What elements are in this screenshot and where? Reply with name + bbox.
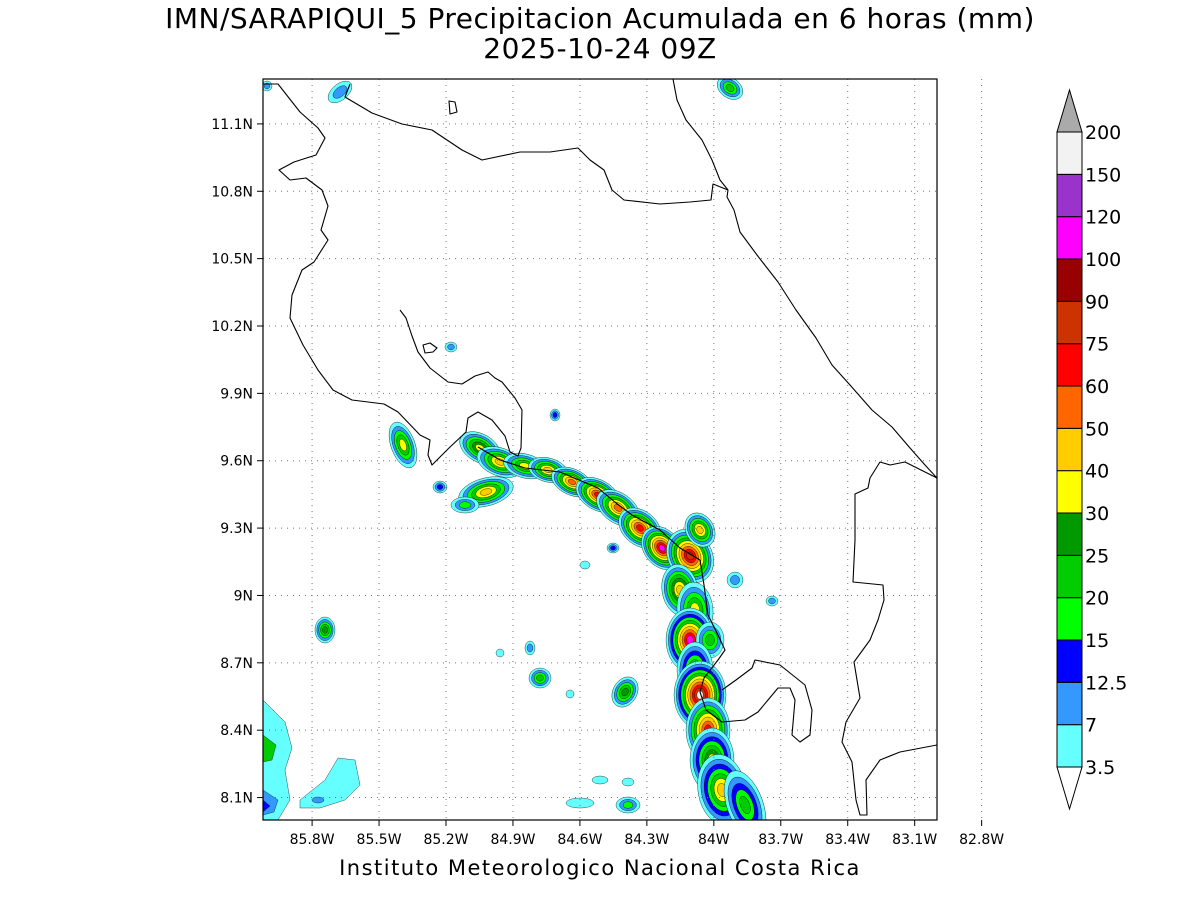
lat-tick-label: 11.1N (211, 117, 253, 133)
rain-cell (458, 476, 514, 508)
rain-cell (432, 480, 448, 494)
map-timestamp: 2025-10-24 09Z (483, 32, 717, 65)
lon-tick-label: 82.8W (959, 832, 1004, 848)
colorbar-swatch (1056, 512, 1083, 556)
colorbar-swatch (1056, 385, 1083, 429)
colorbar-label: 50 (1085, 418, 1109, 440)
colorbar-swatch (1056, 258, 1083, 302)
lon-tick-label: 84.9W (490, 832, 535, 848)
rain-cell (726, 571, 744, 589)
colorbar-label: 120 (1085, 207, 1121, 229)
lon-tick-label: 85.8W (290, 832, 335, 848)
lat-tick-label: 8.7N (220, 656, 253, 672)
rain-band-cell (551, 466, 593, 498)
rain-cell (606, 542, 620, 554)
precipitation-field (263, 79, 779, 820)
colorbar-swatch (1056, 470, 1083, 514)
colorbar-label: 90 (1085, 291, 1109, 313)
rain-cell (388, 421, 418, 469)
rain-band-cell (528, 457, 568, 483)
map-title: IMN/SARAPIQUI_5 Precipitacion Acumulada … (165, 2, 1035, 35)
lat-tick-label: 10.2N (211, 319, 253, 335)
colorbar-label: 60 (1085, 376, 1109, 398)
lat-tick-label: 9N (234, 588, 253, 604)
colorbar-label: 7 (1085, 715, 1097, 737)
rain-cell (717, 79, 743, 100)
colorbar-label: 20 (1085, 588, 1109, 610)
colorbar-swatch (1056, 597, 1083, 641)
rain-area-southwest (263, 699, 361, 820)
rain-band-cell (661, 564, 699, 616)
lon-tick-label: 84.3W (624, 832, 669, 848)
rain-cell (495, 648, 505, 658)
colorbar: 3.5 7 12.5 15 20 25 30 40 50 60 75 90 100 120 150 200 (1056, 88, 1127, 811)
lat-tick-label: 10.5N (211, 252, 253, 268)
lon-tick-label: 85.2W (423, 832, 468, 848)
rain-cell (524, 640, 536, 656)
lon-tick-label: 84.6W (557, 832, 602, 848)
colorbar-swatch (1056, 724, 1083, 768)
lat-tick-label: 10.8N (211, 184, 253, 200)
credit-footer: Instituto Meteorologico Nacional Costa R… (339, 856, 861, 880)
colorbar-label: 30 (1085, 503, 1109, 525)
colorbar-label: 200 (1085, 122, 1121, 144)
rain-cell (314, 616, 336, 644)
colorbar-swatch (1056, 173, 1083, 218)
rain-cell (579, 560, 591, 570)
colorbar-under-triangle (1056, 766, 1083, 811)
colorbar-label: 15 (1085, 630, 1109, 652)
rain-cell (450, 496, 480, 514)
colorbar-over-triangle (1056, 88, 1083, 133)
rain-cell (444, 341, 458, 353)
colorbar-swatch (1056, 216, 1083, 260)
lat-tick-label: 9.6N (220, 454, 253, 470)
colorbar-swatch (1056, 639, 1083, 683)
rain-cell (615, 796, 641, 814)
colorbar-label: 75 (1085, 334, 1109, 356)
lat-tick-label: 9.9N (220, 386, 253, 402)
axis-ticks: 11.1N 10.8N 10.5N 10.2N 9.9N 9.6N 9.3N 9N 8.7N 8.… (211, 117, 1004, 848)
lon-tick-label: 83.4W (825, 832, 870, 848)
rain-cell (528, 667, 552, 689)
lon-tick-label: 84W (698, 832, 730, 848)
rain-cell (621, 777, 635, 787)
rain-cell (591, 775, 609, 785)
rain-cell (611, 676, 639, 708)
colorbar-label: 100 (1085, 249, 1121, 271)
rain-cell (565, 689, 575, 699)
rain-cell (565, 797, 595, 809)
colorbar-swatch (1056, 681, 1083, 726)
rain-cell (327, 80, 353, 104)
rain-cell (549, 408, 561, 422)
lon-tick-label: 85.5W (357, 832, 402, 848)
lat-tick-label: 8.1N (220, 791, 253, 807)
lat-lon-grid (263, 79, 983, 820)
map-frame (262, 78, 938, 821)
colorbar-swatch (1056, 300, 1083, 345)
rain-cell (765, 595, 779, 607)
colorbar-swatch (1056, 131, 1083, 175)
colorbar-label: 3.5 (1085, 757, 1115, 779)
colorbar-swatch (1056, 343, 1083, 387)
colorbar-label: 12.5 (1085, 672, 1127, 694)
colorbar-swatch (1056, 554, 1083, 599)
colorbar-label: 25 (1085, 545, 1109, 567)
colorbar-label: 150 (1085, 164, 1121, 186)
lon-tick-label: 83.7W (758, 832, 803, 848)
coastline (263, 79, 937, 816)
colorbar-swatch (1056, 427, 1083, 472)
lon-tick-label: 83.1W (892, 832, 937, 848)
colorbar-label: 40 (1085, 461, 1109, 483)
lat-tick-label: 8.4N (220, 723, 253, 739)
rain-band-cell (684, 512, 716, 548)
lat-tick-label: 9.3N (220, 521, 253, 537)
